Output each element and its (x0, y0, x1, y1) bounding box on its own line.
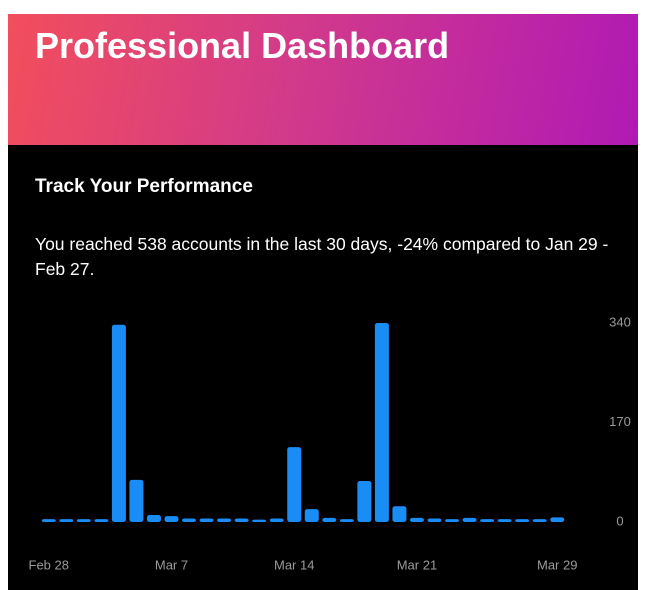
x-tick-label: Feb 28 (29, 557, 69, 572)
summary-text: You reached 538 accounts in the last 30 … (35, 234, 609, 279)
y-tick-label: 0 (616, 513, 623, 528)
y-tick-label: 170 (609, 414, 631, 429)
x-tick-label: Mar 7 (155, 557, 188, 572)
bar (304, 509, 319, 522)
bar (59, 519, 74, 522)
bar (41, 519, 56, 522)
bar (532, 519, 547, 522)
bar (339, 519, 354, 522)
bar (217, 518, 232, 522)
bar (94, 519, 109, 522)
bar (409, 517, 424, 522)
section-title: Track Your Performance (35, 176, 253, 197)
y-tick-label: 340 (609, 314, 631, 329)
bar (392, 506, 407, 522)
bar (515, 519, 530, 522)
bar (445, 519, 460, 522)
bar (269, 518, 284, 522)
bar (129, 479, 144, 522)
bar (146, 514, 161, 522)
bar (199, 518, 214, 522)
page-title: Professional Dashboard (35, 25, 450, 66)
bar (164, 516, 179, 522)
bar (252, 519, 267, 522)
bar (497, 519, 512, 522)
bar (462, 517, 477, 522)
bar (287, 447, 302, 522)
bar (357, 481, 372, 522)
bar (76, 519, 91, 522)
bar (322, 517, 337, 522)
dashboard-panel: Professional Dashboard Track Your Perfor… (8, 14, 638, 590)
header: Professional Dashboard (8, 14, 638, 145)
x-tick-label: Mar 14 (274, 557, 314, 572)
bar (480, 519, 495, 522)
x-tick-label: Mar 29 (537, 557, 577, 572)
bar (182, 518, 197, 522)
bar (374, 323, 389, 522)
bar (550, 517, 565, 522)
x-tick-label: Mar 21 (397, 557, 437, 572)
bar (234, 518, 249, 522)
chart: 0 170 340 Feb 28 Mar 7 Mar 14 Mar 21 Mar 29 (29, 314, 631, 572)
bar (427, 518, 442, 522)
bar (111, 324, 126, 522)
